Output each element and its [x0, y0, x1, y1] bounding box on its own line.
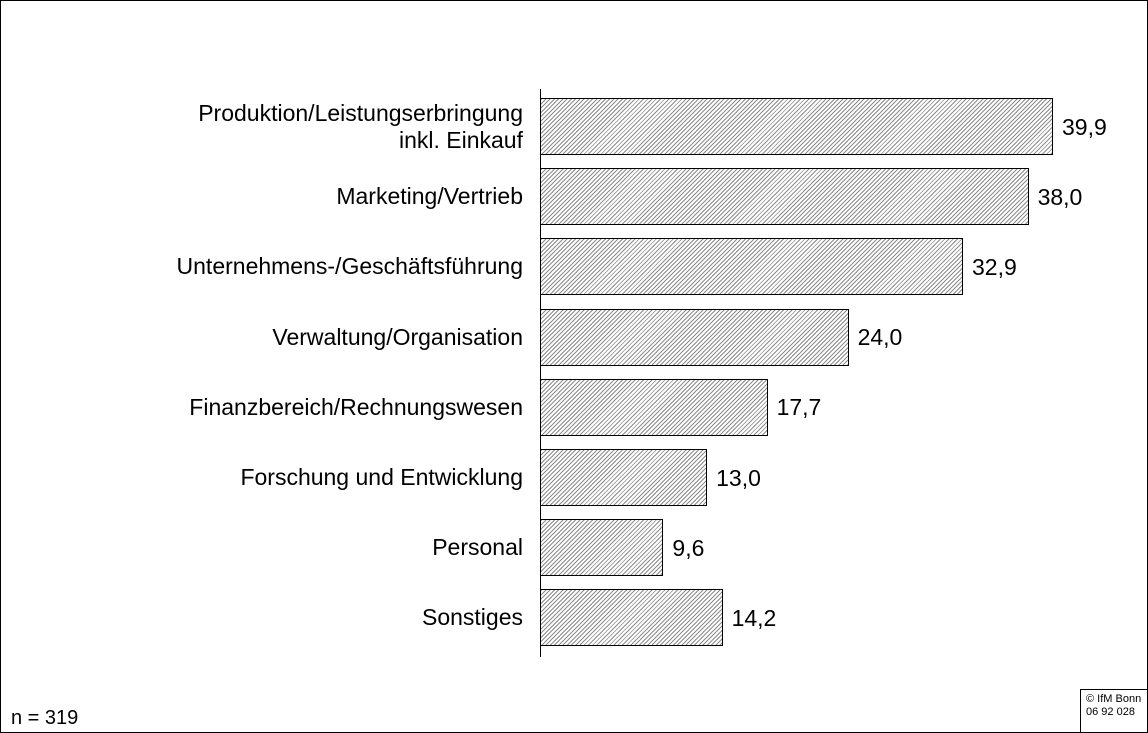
category-axis — [540, 89, 541, 657]
value-label: 17,7 — [776, 394, 822, 421]
category-label: Forschung und Entwicklung — [240, 464, 523, 490]
bar — [540, 238, 963, 296]
bar — [540, 589, 723, 647]
credit: © IfM Bonn 06 92 028 — [1080, 689, 1147, 732]
value-label: 39,9 — [1062, 113, 1107, 140]
bar — [540, 378, 768, 436]
bar — [540, 168, 1029, 226]
value-label: 38,0 — [1037, 183, 1083, 210]
bar — [540, 98, 1053, 155]
category-label: Personal — [432, 534, 523, 561]
sample-note: n = 319 — [11, 707, 79, 729]
bar — [540, 308, 849, 366]
value-label: 24,0 — [857, 324, 903, 351]
bar — [540, 519, 664, 577]
value-label: 13,0 — [716, 464, 761, 491]
category-label: Verwaltung/Organisation — [272, 323, 523, 350]
value-label: 14,2 — [731, 604, 777, 631]
category-label: Sonstiges — [421, 604, 523, 631]
value-label: 9,6 — [672, 534, 705, 561]
category-label: Marketing/Vertrieb — [336, 183, 523, 210]
value-label: 32,9 — [972, 253, 1017, 280]
category-label: Finanzbereich/Rechnungswesen — [189, 393, 523, 420]
category-label: Unternehmens-/Geschäftsführung — [176, 253, 523, 280]
category-label: Produktion/Leistungserbringung inkl. Ein… — [198, 99, 523, 153]
bar — [540, 449, 708, 506]
